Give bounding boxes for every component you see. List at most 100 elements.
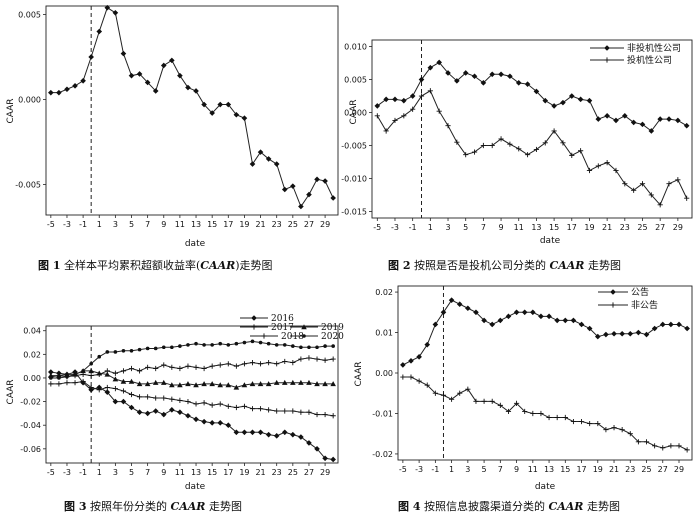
- chart-3-series-0-point-10: [128, 404, 135, 411]
- chart-2-caption-text-a: 按照是否是投机公司分类的: [414, 258, 550, 272]
- chart-3-series-2-line: [50, 357, 334, 378]
- chart-4-caption: 图 4 按照信息披露渠道分类的 CAAR 走势图: [398, 499, 620, 513]
- chart-1-series-0-point-15: [169, 57, 175, 64]
- chart-2-series-0-point-25: [595, 116, 602, 122]
- chart-2-xtick-label-14: 23: [620, 223, 630, 232]
- chart-3-series-2-point-24: [241, 361, 248, 367]
- chart-4-series-1-point-6: [449, 396, 455, 402]
- chart-3-series-4-point-7: [105, 350, 110, 354]
- chart-4-caption-text-a: 按照信息披露渠道分类的: [424, 499, 549, 513]
- chart-1-plot-frame: [45, 5, 339, 216]
- chart-3-series-1-point-20: [209, 402, 215, 408]
- chart-4-xtick-label-4: 3: [465, 465, 470, 474]
- chart-2-xtick-label-13: 21: [602, 223, 612, 232]
- chart-2-series-0-point-22: [568, 93, 575, 99]
- chart-3-series-2-point-18: [193, 364, 199, 370]
- chart-3-series-2-point-9: [120, 368, 127, 374]
- chart-3-series-3-point-24: [241, 382, 248, 388]
- chart-2-xtick-label-3: 1: [428, 223, 433, 232]
- chart-2-series-1-point-33: [666, 181, 672, 187]
- chart-1-series-0-point-33: [314, 176, 320, 183]
- chart-3-series-2-point-17: [185, 363, 191, 369]
- chart-3-series-0-point-17: [185, 412, 191, 419]
- chart-3-series-0-point-33: [314, 446, 320, 452]
- chart-3-series-0-point-20: [209, 420, 215, 426]
- chart-3-xtick-label-10: 15: [207, 468, 217, 477]
- chart-3-series-1-point-11: [136, 394, 143, 400]
- chart-4-ytick-label-0: 0.02: [375, 288, 393, 297]
- chart-2-series-1-point-18: [533, 146, 540, 153]
- chart-1-xtick-label-7: 9: [161, 220, 166, 229]
- chart-4-xtick-label-11: 17: [576, 465, 586, 474]
- chart-2-series-0-point-27: [613, 117, 619, 124]
- chart-3-series-1-point-33: [314, 411, 320, 418]
- chart-4-xtick-label-9: 13: [544, 465, 554, 474]
- chart-1-xlabel: date: [185, 239, 206, 249]
- chart-2-series-0-point-20: [551, 103, 557, 109]
- chart-3-series-3-point-23: [233, 384, 240, 390]
- chart-3-caption-number: 图 3: [64, 500, 86, 513]
- chart-2-series-0-point-17: [524, 81, 531, 87]
- chart-4-ytick-label-2: 0.00: [375, 369, 393, 378]
- chart-3-xtick-label-4: 3: [113, 468, 118, 477]
- chart-3-series-0-point-28: [273, 433, 280, 439]
- chart-4-series-0: [400, 297, 690, 368]
- chart-4-series-0-point-26: [611, 330, 617, 337]
- chart-2-series-1-point-9: [454, 139, 460, 145]
- chart-2-series-0-point-16: [515, 80, 522, 86]
- chart-3-series-2-point-28: [274, 361, 280, 367]
- chart-1-series-0-point-25: [249, 161, 256, 167]
- chart-2-series-1-point-4: [410, 106, 416, 112]
- chart-3-series-2-point-26: [257, 361, 264, 367]
- chart-3-series-4-point-32: [307, 345, 311, 350]
- chart-2-caption-number: 图 2: [388, 259, 410, 272]
- chart-3-series-1-point-1: [56, 381, 62, 387]
- chart-2-series-0-point-6: [427, 64, 434, 71]
- chart-3-series-3-point-7: [104, 371, 111, 377]
- chart-4-xlabel: date: [535, 482, 556, 492]
- chart-1-series-0-point-6: [96, 28, 103, 35]
- chart-3-plot-frame: [45, 325, 339, 464]
- chart-3-series-2-point-34: [322, 357, 328, 363]
- chart-1-xtick-label-5: 5: [129, 220, 134, 229]
- chart-3-series-4-point-35: [331, 344, 335, 348]
- chart-3-caption-text-b: 走势图: [205, 500, 242, 513]
- chart-3-series-1-point-31: [298, 409, 304, 415]
- chart-3-caption: 图 3 按照年份分类的 CAAR 走势图: [64, 499, 242, 513]
- chart-3-caption-text-a: 按照年份分类的: [90, 499, 171, 513]
- chart-3-series-3-point-10: [128, 378, 135, 384]
- chart-4-series-0-point-17: [538, 313, 544, 320]
- chart-2-series-1-line: [376, 90, 688, 206]
- chart-4-series-1-point-33: [668, 443, 674, 449]
- chart-2-series-1-point-13: [489, 142, 495, 149]
- chart-3-series-2-point-29: [282, 358, 288, 365]
- chart-2-xtick-label-15: 25: [637, 223, 647, 232]
- chart-2-series-0-point-33: [666, 116, 672, 122]
- chart-1-series-0-point-22: [225, 101, 232, 108]
- chart-1-xtick-label-0: -5: [47, 220, 55, 229]
- chart-3-series-4-point-30: [291, 344, 295, 348]
- chart-3-series-4-point-5: [89, 361, 93, 366]
- chart-4-series-1-point-26: [611, 425, 617, 431]
- chart-4-series-0-point-9: [473, 309, 479, 316]
- chart-3-xtick-label-0: -5: [47, 468, 55, 477]
- chart-4-series-1-point-20: [562, 414, 568, 421]
- chart-1-series-0-point-7: [104, 4, 111, 11]
- chart-1-series-0-point-4: [80, 77, 86, 84]
- chart-2-caption: 图 2 按照是否是投机公司分类的 CAAR 走势图: [388, 258, 621, 272]
- chart-3-series-3-point-30: [290, 379, 296, 385]
- chart-1-series-0-point-5: [88, 54, 94, 60]
- chart-3-ytick-label-1: 0.02: [23, 350, 41, 359]
- chart-2-legend-label-1: 投机性公司: [627, 54, 672, 66]
- chart-4-series-0-point-15: [521, 309, 528, 316]
- chart-2-series-1-point-7: [436, 108, 442, 114]
- chart-4-series-0-point-28: [627, 330, 634, 337]
- chart-3-series-0-point-7: [104, 389, 111, 395]
- chart-3-series-2-point-35: [330, 356, 336, 362]
- chart-3-series-3-point-11: [136, 381, 143, 387]
- chart-4-ytick-label-1: 0.01: [375, 329, 393, 338]
- chart-4-xtick-label-2: -1: [431, 465, 439, 474]
- chart-4-series-0-point-10: [481, 317, 487, 324]
- chart-3-series-4-point-1: [57, 376, 61, 380]
- chart-3-series-0-point-14: [160, 411, 167, 418]
